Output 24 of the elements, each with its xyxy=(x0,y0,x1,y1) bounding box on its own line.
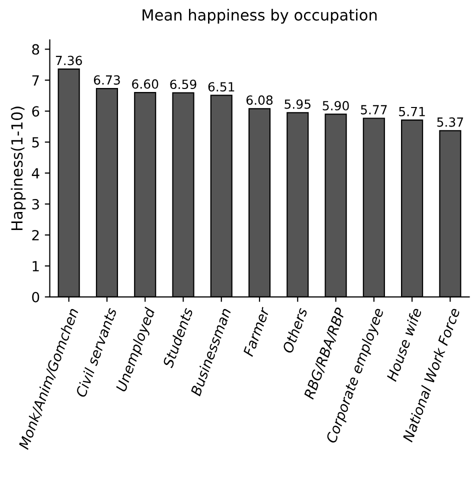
y-axis-title: Happiness(1-10) xyxy=(10,106,26,230)
x-tick-label: House wife xyxy=(386,307,422,382)
data-label: 6.60 xyxy=(132,79,158,89)
y-tick-label: 6 xyxy=(32,106,40,117)
y-tick-label: 5 xyxy=(32,137,39,148)
data-label: 5.95 xyxy=(284,99,310,109)
y-tick-label: 7 xyxy=(32,75,39,86)
data-label: 6.08 xyxy=(246,95,273,105)
data-label: 5.71 xyxy=(399,107,425,116)
data-label: 5.37 xyxy=(437,117,464,127)
data-label: 6.73 xyxy=(94,75,120,85)
y-tick-label: 2 xyxy=(32,230,39,240)
data-label: 5.90 xyxy=(322,100,349,110)
chart-title: Mean happiness by occupation xyxy=(142,8,377,24)
y-tick-label: 1 xyxy=(32,261,39,272)
data-label: 6.51 xyxy=(208,82,234,92)
y-tick-label: 8 xyxy=(32,44,40,55)
data-label: 5.77 xyxy=(360,105,387,114)
y-tick-label: 0 xyxy=(32,292,40,302)
data-label: 7.36 xyxy=(56,56,82,66)
y-tick-label: 3 xyxy=(32,198,39,210)
y-tick-label: 4 xyxy=(32,168,40,178)
data-label: 6.59 xyxy=(170,80,196,90)
x-tick-label: Others xyxy=(282,306,308,354)
